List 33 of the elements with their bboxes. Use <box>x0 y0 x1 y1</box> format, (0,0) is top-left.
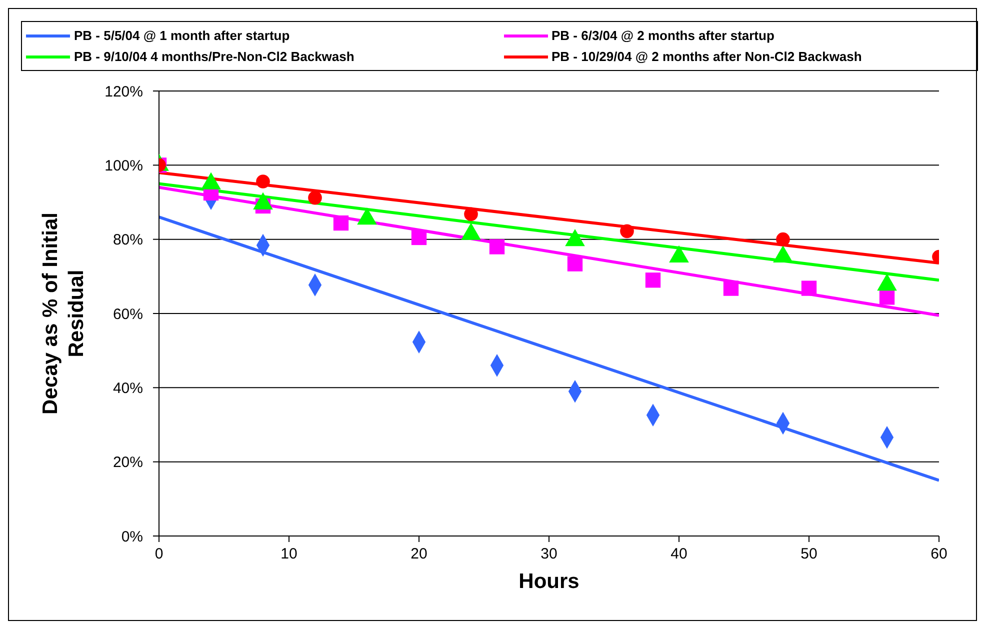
x-tick-label: 0 <box>154 546 164 563</box>
y-tick-label: 100% <box>104 157 143 174</box>
point <box>489 239 505 254</box>
x-tick-label: 30 <box>540 546 558 563</box>
y-tick-label: 80% <box>112 232 143 249</box>
point <box>776 232 790 246</box>
point <box>879 290 895 305</box>
legend-label: PB - 9/10/04 4 months/Pre-Non-Cl2 Backwash <box>74 49 354 64</box>
point <box>464 207 478 222</box>
point <box>645 272 661 288</box>
x-tick-label: 50 <box>800 546 818 563</box>
y-tick-label: 40% <box>112 380 143 397</box>
point <box>620 224 634 238</box>
y-tick-label: 60% <box>112 306 143 323</box>
point <box>567 256 583 272</box>
y-axis-title: Decay as % of Initial Residual <box>39 212 88 414</box>
legend-label: PB - 6/3/04 @ 2 months after startup <box>552 28 774 43</box>
point <box>801 280 817 296</box>
point <box>308 190 322 205</box>
x-tick-label: 40 <box>670 546 688 563</box>
x-tick-label: 60 <box>930 546 948 563</box>
x-tick-label: 10 <box>280 546 298 563</box>
y-tick-label: 20% <box>112 454 143 472</box>
point <box>256 174 270 188</box>
legend-label: PB - 5/5/04 @ 1 month after startup <box>74 28 290 43</box>
x-axis-title: Hours <box>518 570 580 593</box>
point <box>333 215 349 231</box>
x-tick-label: 20 <box>410 546 428 563</box>
y-tick-label: 120% <box>104 83 143 100</box>
point <box>411 230 427 246</box>
point <box>723 280 739 296</box>
y-tick-label: 0% <box>121 528 143 546</box>
legend-label: PB - 10/29/04 @ 2 months after Non-Cl2 Backwash <box>552 49 862 64</box>
